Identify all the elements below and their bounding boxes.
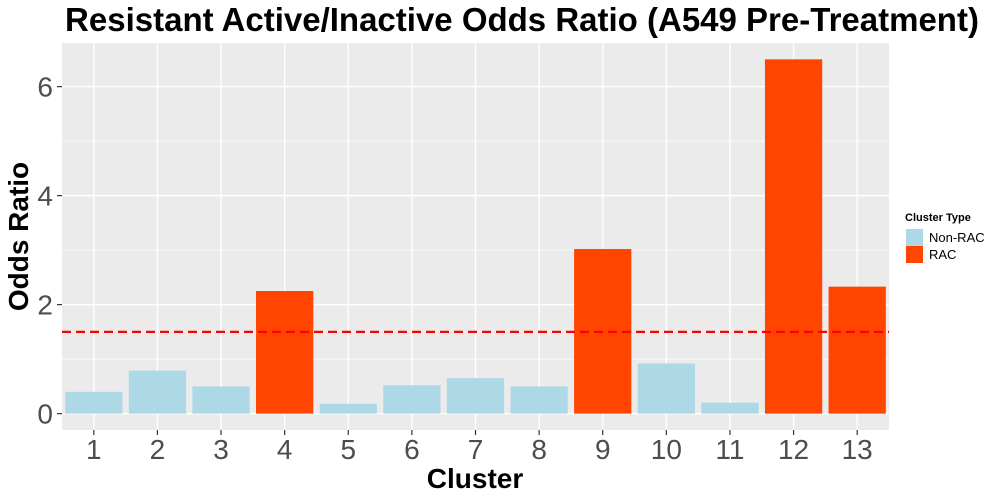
x-tick-label: 1 <box>86 434 102 465</box>
x-tick-label: 13 <box>842 434 873 465</box>
x-axis-ticks: 1 2 3 4 5 6 7 8 9 10 11 12 13 <box>86 430 873 465</box>
chart-title: Resistant Active/Inactive Odds Ratio (A5… <box>65 1 979 38</box>
bar-cluster-6 <box>383 385 441 414</box>
legend-swatch-non-rac <box>906 229 923 246</box>
x-tick-label: 4 <box>277 434 293 465</box>
x-tick-label: 12 <box>778 434 809 465</box>
x-tick-label: 11 <box>715 434 744 465</box>
bar-cluster-3 <box>192 386 250 414</box>
legend-label-non-rac: Non-RAC <box>929 230 985 245</box>
bar-cluster-13 <box>828 286 886 414</box>
bar-cluster-7 <box>446 378 505 414</box>
bar-cluster-5 <box>319 403 377 414</box>
legend-title: Cluster Type <box>905 212 971 224</box>
x-tick-label: 8 <box>531 434 547 465</box>
x-tick-label: 10 <box>651 434 682 465</box>
x-tick-label: 6 <box>404 434 420 465</box>
x-tick-label: 2 <box>150 434 166 465</box>
x-tick-label: 3 <box>213 434 229 465</box>
y-tick-label: 6 <box>37 72 53 103</box>
bar-cluster-2 <box>128 370 187 414</box>
x-tick-label: 9 <box>595 434 611 465</box>
x-axis-title: Cluster <box>427 463 524 494</box>
bar-cluster-10 <box>637 363 695 414</box>
bar-cluster-12 <box>764 59 823 414</box>
bar-cluster-4 <box>256 291 314 414</box>
bars <box>65 59 886 414</box>
legend-swatch-rac <box>906 246 923 263</box>
y-axis-title: Odds Ratio <box>3 162 34 311</box>
y-axis-ticks: 0 2 4 6 <box>37 72 62 430</box>
x-tick-label: 7 <box>468 434 484 465</box>
y-tick-label: 0 <box>37 399 53 430</box>
legend: Cluster Type Non-RAC RAC <box>905 212 985 263</box>
legend-label-rac: RAC <box>929 247 956 262</box>
bar-cluster-8 <box>510 386 568 414</box>
bar-cluster-1 <box>65 391 123 414</box>
bar-cluster-11 <box>701 402 759 414</box>
x-tick-label: 5 <box>340 434 356 465</box>
y-tick-label: 4 <box>37 181 53 212</box>
y-tick-label: 2 <box>37 290 53 321</box>
